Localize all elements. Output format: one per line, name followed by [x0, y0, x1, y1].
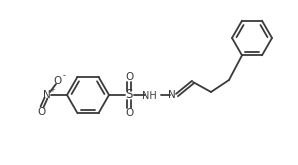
Text: +: + — [49, 87, 55, 93]
Text: O: O — [38, 107, 46, 117]
Text: O: O — [54, 76, 62, 86]
Text: S: S — [125, 88, 133, 101]
Text: O: O — [125, 71, 133, 82]
Text: -: - — [63, 71, 66, 81]
Text: NH: NH — [142, 91, 156, 101]
Text: N: N — [168, 90, 176, 100]
Text: O: O — [125, 109, 133, 118]
Text: N: N — [43, 90, 51, 100]
